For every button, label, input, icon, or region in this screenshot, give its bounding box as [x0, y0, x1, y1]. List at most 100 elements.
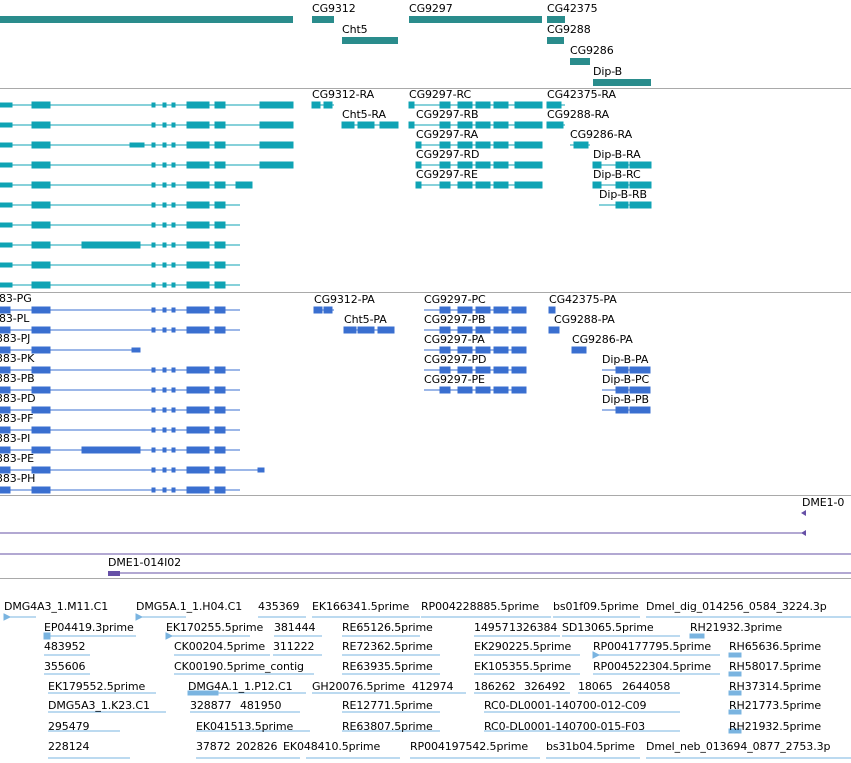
cds-label[interactable]: CG9297-PE	[424, 373, 485, 386]
gene-feature-CG9312[interactable]	[312, 16, 334, 23]
est-label[interactable]: 228124	[48, 740, 90, 753]
gene-feature-CG9297[interactable]	[409, 16, 542, 23]
est-row-5[interactable]	[48, 690, 742, 696]
est-label[interactable]: 381444	[274, 621, 316, 634]
transcript-Dip-B-RB[interactable]	[599, 201, 652, 209]
cds-row-PL[interactable]	[0, 326, 240, 334]
est-row-1[interactable]	[3, 613, 851, 621]
cds-row-PF[interactable]	[0, 426, 240, 434]
contig-label[interactable]: DME1-0	[802, 496, 845, 509]
gene-label-Dip-B[interactable]: Dip-B	[593, 65, 623, 78]
est-label[interactable]: RC0-DL0001-140700-015-F03	[484, 720, 646, 733]
cds-label[interactable]: CG9312-PA	[314, 293, 375, 306]
cds-row-PI[interactable]	[0, 446, 240, 454]
gene-feature[interactable]	[0, 16, 293, 23]
transcript-label[interactable]: CG42375-RA	[547, 88, 616, 101]
gene-label-Cht5[interactable]: Cht5	[342, 23, 368, 36]
gene-label-CG9286[interactable]: CG9286	[570, 44, 614, 57]
transcript-Dip-B-RA[interactable]	[592, 161, 652, 169]
transcript-label[interactable]: Dip-B-RA	[593, 148, 641, 161]
cds-label[interactable]: CG9297-PC	[424, 293, 486, 306]
transcript-label[interactable]: CG9297-RA	[416, 128, 478, 141]
est-label[interactable]: RE72362.5prime	[342, 640, 433, 653]
cds-CG9297-PD[interactable]	[424, 366, 527, 374]
transcript-label[interactable]: CG9297-RC	[409, 88, 472, 101]
contig-DME1-0[interactable]	[0, 510, 806, 536]
contig-label[interactable]: DME1-014I02	[108, 556, 182, 569]
est-label[interactable]: DMG4A3_1.M11.C1	[4, 600, 109, 613]
transcript-row[interactable]	[0, 141, 294, 149]
cds-Cht5-PA[interactable]	[343, 326, 395, 334]
est-label[interactable]: RH65636.5prime	[729, 640, 822, 653]
est-label[interactable]: RH21932.5prime	[729, 720, 822, 733]
est-row-4[interactable]	[44, 671, 742, 677]
est-label[interactable]: RP004228885.5prime	[421, 600, 540, 613]
est-label[interactable]: bs31b04.5prime	[546, 740, 635, 753]
cds-Dip-B-PC[interactable]	[602, 386, 651, 394]
est-label[interactable]: 37872	[196, 740, 231, 753]
est-row-2[interactable]	[43, 632, 705, 640]
est-label[interactable]: Dmel_neb_013694_0877_2753.3p	[646, 740, 831, 753]
cds-label[interactable]: CG42375-PA	[549, 293, 617, 306]
transcript-CG9297-RE[interactable]	[415, 181, 543, 189]
transcript-CG9312-RA[interactable]	[311, 101, 334, 109]
est-label[interactable]: 326492	[524, 680, 566, 693]
contig-DME1-014I02[interactable]	[108, 571, 851, 576]
est-label[interactable]: 311222	[273, 640, 315, 653]
transcript-row[interactable]	[0, 261, 240, 269]
cds-CG9312-PA[interactable]	[313, 306, 334, 314]
est-label[interactable]: RE63807.5prime	[342, 720, 433, 733]
est-label[interactable]: RH21932.3prime	[690, 621, 783, 634]
cds-Dip-B-PA[interactable]	[602, 366, 651, 374]
cds-label[interactable]: CG9297-PA	[424, 333, 485, 346]
transcript-label[interactable]: Dip-B-RB	[599, 188, 647, 201]
est-label[interactable]: EK179552.5prime	[48, 680, 146, 693]
gene-feature-Cht5[interactable]	[342, 37, 398, 44]
cds-CG9297-PC[interactable]	[424, 306, 527, 314]
cds-label[interactable]: 383-PH	[0, 472, 36, 485]
est-label[interactable]: 435369	[258, 600, 300, 613]
cds-label[interactable]: Cht5-PA	[344, 313, 387, 326]
cds-row-PB[interactable]	[0, 386, 240, 394]
cds-label[interactable]: 383-PD	[0, 392, 36, 405]
cds-label[interactable]: CG9288-PA	[554, 313, 615, 326]
est-label[interactable]: EK170255.5prime	[166, 621, 264, 634]
est-label[interactable]: RH21773.5prime	[729, 699, 822, 712]
est-label[interactable]: RP004522304.5prime	[593, 660, 712, 673]
cds-CG9288-PA[interactable]	[548, 326, 560, 334]
cds-label[interactable]: 383-PI	[0, 432, 31, 445]
est-label[interactable]: RH37314.5prime	[729, 680, 822, 693]
est-label[interactable]: 2644058	[622, 680, 671, 693]
est-label[interactable]: 483952	[44, 640, 86, 653]
est-label[interactable]: GH20076.5prime	[312, 680, 405, 693]
transcript-row[interactable]	[0, 201, 240, 209]
est-label[interactable]: 14957	[474, 621, 509, 634]
transcript-CG9297-RA[interactable]	[415, 141, 543, 149]
cds-label[interactable]: CG9297-PB	[424, 313, 486, 326]
est-label[interactable]: RE65126.5prime	[342, 621, 433, 634]
gene-feature-Dip-B[interactable]	[593, 79, 651, 86]
est-label[interactable]: RP004197542.5prime	[410, 740, 529, 753]
cds-label[interactable]: Dip-B-PC	[602, 373, 650, 386]
cds-label[interactable]: Dip-B-PB	[602, 393, 649, 406]
gene-feature-CG42375[interactable]	[547, 16, 565, 23]
est-label[interactable]: 328877	[190, 699, 232, 712]
cds-CG9297-PA[interactable]	[424, 346, 527, 354]
transcript-CG9297-RD[interactable]	[415, 161, 543, 169]
cds-CG9297-PE[interactable]	[424, 386, 527, 394]
est-label[interactable]: 18065	[578, 680, 613, 693]
gene-label-CG9297[interactable]: CG9297	[409, 2, 453, 15]
est-label[interactable]: RE12771.5prime	[342, 699, 433, 712]
cds-label[interactable]: 383-PF	[0, 412, 34, 425]
transcript-row[interactable]	[0, 241, 240, 249]
est-label[interactable]: SD13065.5prime	[562, 621, 654, 634]
est-row-7[interactable]	[48, 728, 742, 734]
est-label[interactable]: EP04419.3prime	[44, 621, 134, 634]
est-label[interactable]: RH58017.5prime	[729, 660, 822, 673]
transcript-row[interactable]	[0, 161, 294, 169]
cds-label[interactable]: 83-PG	[0, 292, 32, 305]
gene-label-CG42375[interactable]: CG42375	[547, 2, 598, 15]
est-label[interactable]: 295479	[48, 720, 90, 733]
est-label[interactable]: RE63935.5prime	[342, 660, 433, 673]
